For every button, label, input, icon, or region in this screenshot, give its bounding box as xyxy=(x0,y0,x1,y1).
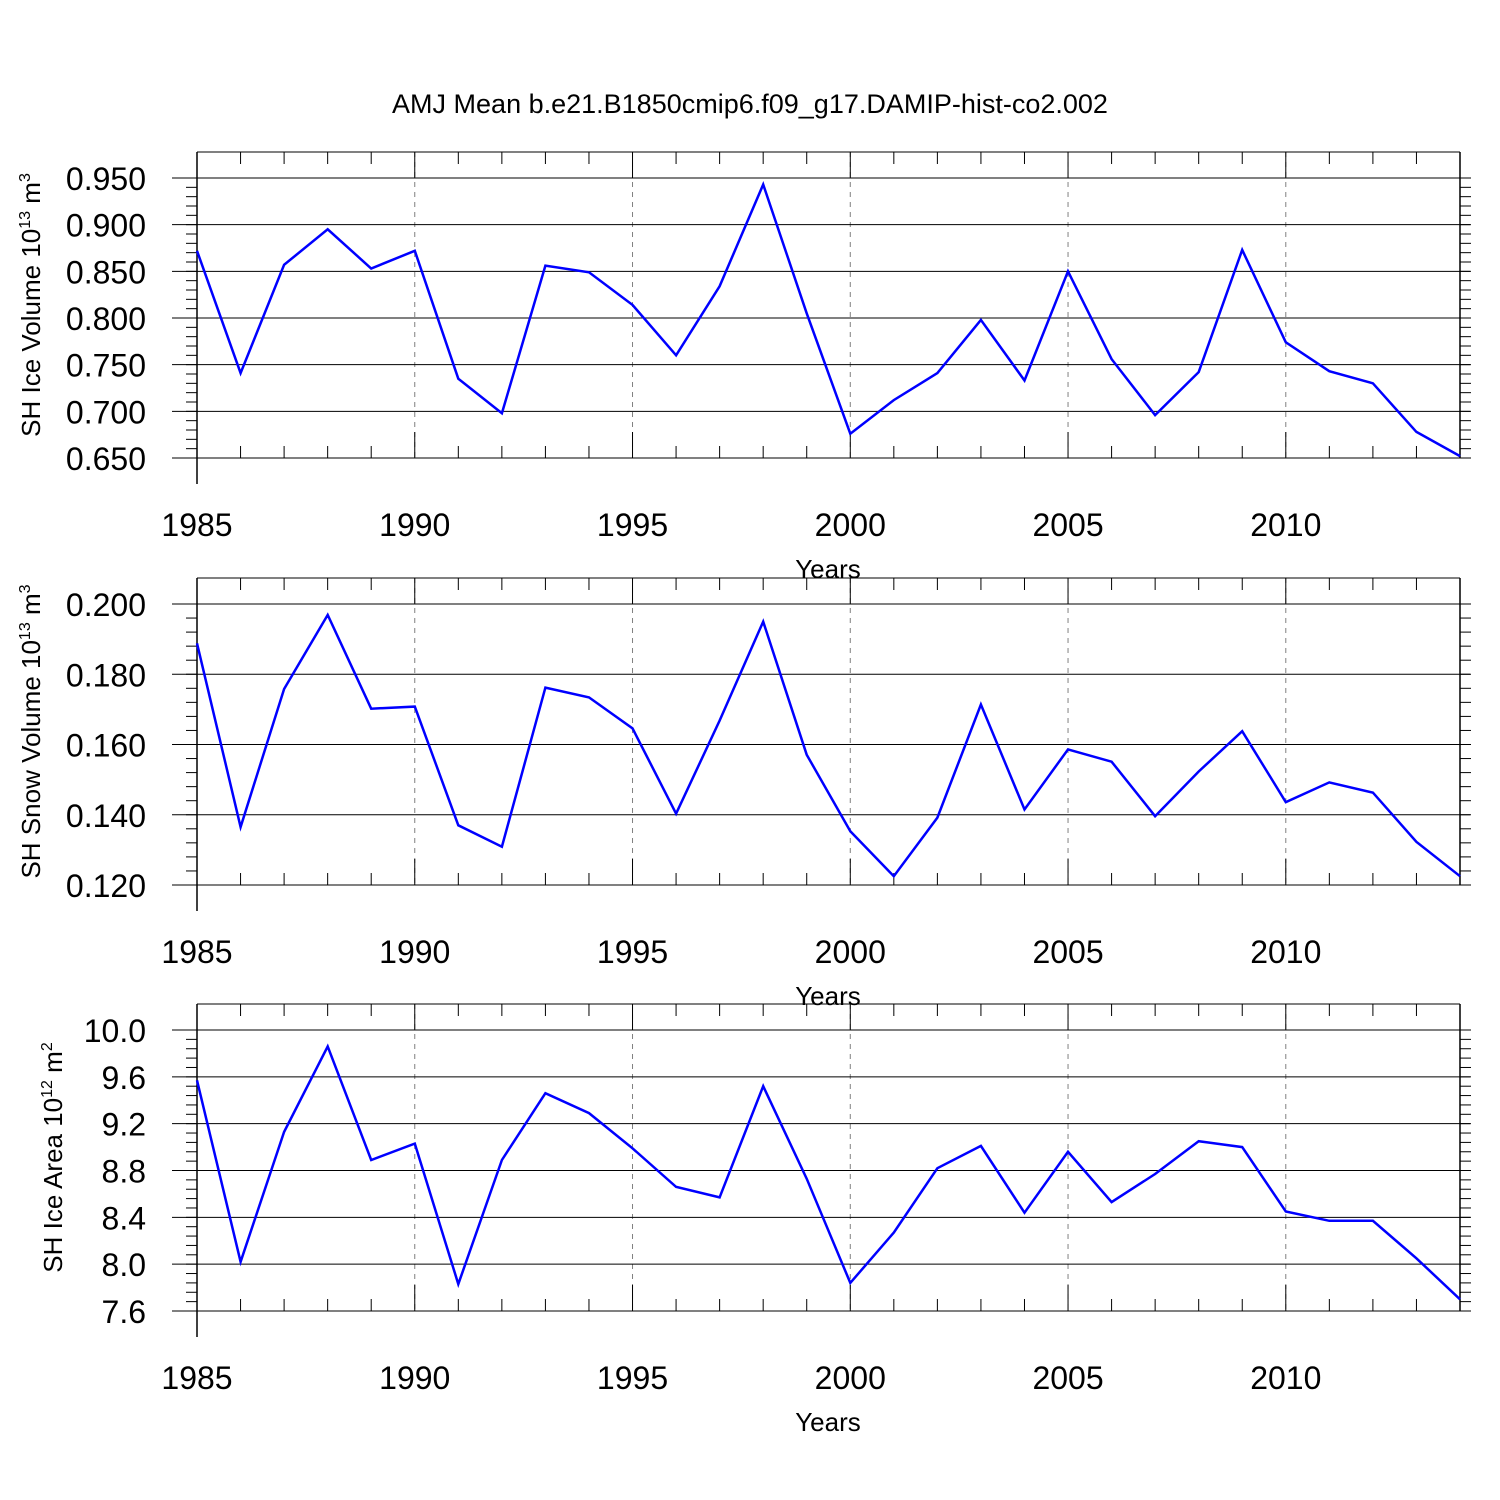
y-axis-label-text: SH Snow Volume 10 xyxy=(16,640,46,878)
y-tick-label: 0.700 xyxy=(66,394,146,430)
y-tick-label: 0.900 xyxy=(66,208,146,244)
y-axis-label-text: m xyxy=(38,1051,68,1080)
y-axis-label-superscript: 13 xyxy=(17,622,34,640)
x-tick-label: 1985 xyxy=(161,934,232,970)
y-tick-label: 0.750 xyxy=(66,348,146,384)
x-tick-label: 2010 xyxy=(1250,1360,1321,1396)
x-tick-label: 1990 xyxy=(379,507,450,543)
y-axis-label-superscript: 13 xyxy=(17,211,34,229)
y-tick-label: 8.8 xyxy=(102,1154,146,1190)
y-tick-label: 0.140 xyxy=(66,798,146,834)
x-tick-label: 1990 xyxy=(379,1360,450,1396)
x-tick-label: 1995 xyxy=(597,507,668,543)
y-tick-label: 0.180 xyxy=(66,657,146,693)
y-tick-label: 8.4 xyxy=(102,1200,146,1236)
y-axis-label-superscript: 2 xyxy=(39,1042,56,1051)
y-tick-label: 7.6 xyxy=(102,1294,146,1330)
y-tick-label: 9.2 xyxy=(102,1107,146,1143)
x-tick-label: 2010 xyxy=(1250,934,1321,970)
y-axis-label-text: SH Ice Area 10 xyxy=(38,1098,68,1273)
y-tick-label: 0.120 xyxy=(66,868,146,904)
x-tick-label: 1995 xyxy=(597,934,668,970)
x-tick-label: 1985 xyxy=(161,1360,232,1396)
y-axis-label-superscript: 3 xyxy=(17,584,34,593)
y-tick-label: 10.0 xyxy=(84,1013,146,1049)
panel-ice-volume: 0.650 0.700 0.750 0.800 0.850 0.900 0.950 1985 1… xyxy=(16,151,1471,584)
y-axis-label: SH Snow Volume 1013 m3 xyxy=(16,584,46,878)
y-axis-label: SH Ice Area 1012 m2 xyxy=(38,1042,68,1273)
series-line xyxy=(195,612,1461,879)
y-axis-label-superscript: 3 xyxy=(17,173,34,182)
x-tick-label: 1985 xyxy=(161,507,232,543)
y-axis-label: SH Ice Volume 1013 m3 xyxy=(16,173,46,437)
x-tick-label: 2000 xyxy=(815,507,886,543)
x-tick-label: 2010 xyxy=(1250,507,1321,543)
series-line xyxy=(195,1043,1461,1301)
x-tick-label: 1990 xyxy=(379,934,450,970)
x-tick-label: 2000 xyxy=(815,1360,886,1396)
panel-snow-volume: 0.120 0.140 0.160 0.180 0.200 1985 1990 1995 200… xyxy=(16,577,1471,1011)
y-axis-label-text: m xyxy=(16,182,46,211)
series-line xyxy=(195,181,1461,458)
y-tick-label: 0.200 xyxy=(66,587,146,623)
x-tick-label: 2000 xyxy=(815,934,886,970)
panels: 0.650 0.700 0.750 0.800 0.850 0.900 0.950 1985 1… xyxy=(16,151,1471,1437)
y-axis-label-text: m xyxy=(16,593,46,622)
x-axis-label: Years xyxy=(795,1407,861,1437)
y-tick-label: 0.800 xyxy=(66,301,146,337)
y-axis-label-text: SH Ice Volume 10 xyxy=(16,229,46,437)
y-tick-label: 0.160 xyxy=(66,728,146,764)
y-tick-label: 0.850 xyxy=(66,254,146,290)
y-tick-label: 0.650 xyxy=(66,441,146,477)
y-tick-label: 9.6 xyxy=(102,1060,146,1096)
y-axis-label-superscript: 12 xyxy=(39,1080,56,1098)
x-tick-label: 2005 xyxy=(1032,934,1103,970)
x-tick-label: 2005 xyxy=(1032,507,1103,543)
figure-title: AMJ Mean b.e21.B1850cmip6.f09_g17.DAMIP-… xyxy=(392,89,1108,119)
y-tick-label: 0.950 xyxy=(66,161,146,197)
x-tick-label: 1995 xyxy=(597,1360,668,1396)
panel-ice-area: 7.6 8.0 8.4 8.8 9.2 9.6 10.0 1985 1990 1995 2000 20… xyxy=(38,1003,1471,1437)
y-tick-label: 8.0 xyxy=(102,1247,146,1283)
x-axis-label: Years xyxy=(795,554,861,584)
x-tick-label: 2005 xyxy=(1032,1360,1103,1396)
x-axis-label: Years xyxy=(795,981,861,1011)
